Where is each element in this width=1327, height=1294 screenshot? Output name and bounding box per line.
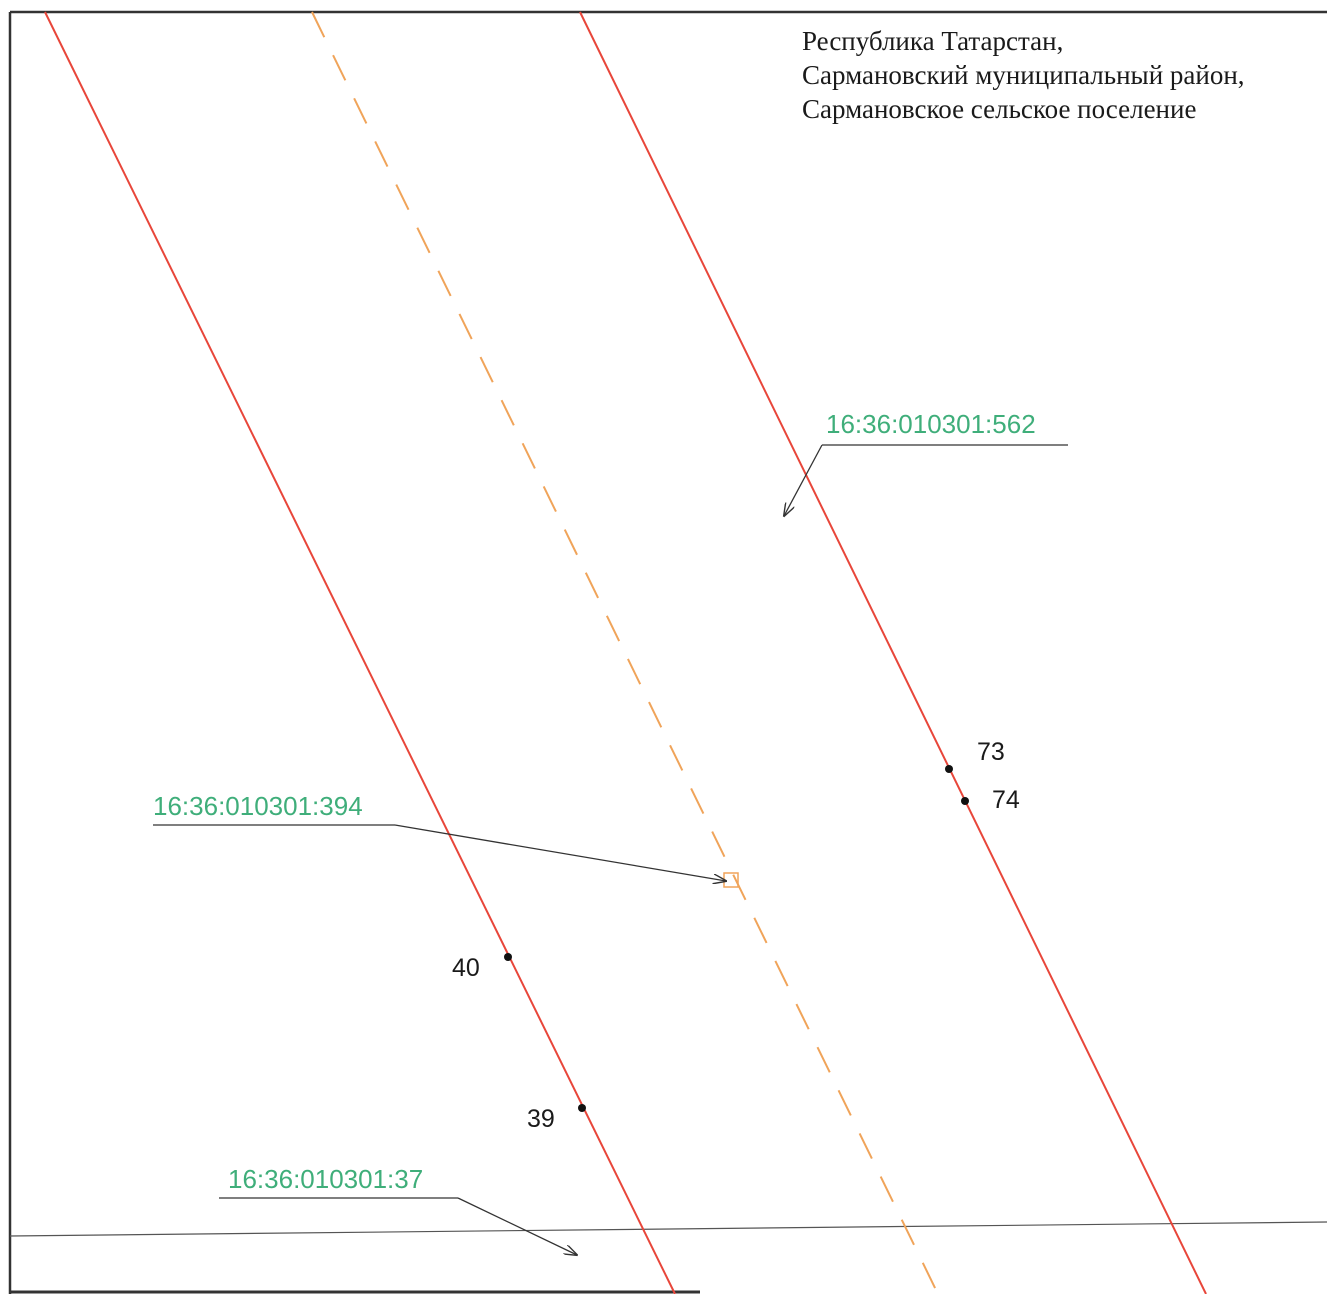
point-label-40: 40 [452, 954, 480, 982]
point-label-73: 73 [977, 738, 1005, 766]
map-frame [8, 10, 1327, 1294]
boundary-point-74 [961, 797, 969, 805]
leader-37 [219, 1197, 577, 1255]
point-label-39: 39 [527, 1105, 555, 1133]
point-label-74: 74 [992, 786, 1020, 814]
boundary-line-left [44, 11, 676, 1294]
address-line-settlement: Сармановское сельское поселение [802, 94, 1197, 124]
parcel-label-562: 16:36:010301:562 [826, 409, 1036, 439]
centerline-dashed [311, 11, 939, 1294]
boundary-line-right [579, 11, 1207, 1294]
address-line-district: Сармановский муниципальный район, [802, 60, 1245, 90]
parcel-label-37: 16:36:010301:37 [228, 1164, 423, 1194]
boundary-point-40 [504, 953, 512, 961]
address-block: Республика Татарстан, Сармановский муниц… [802, 24, 1245, 126]
leader-562 [784, 444, 1068, 516]
address-line-region: Республика Татарстан, [802, 26, 1064, 56]
parcel-label-394: 16:36:010301:394 [153, 791, 363, 821]
boundary-point-39 [578, 1104, 586, 1112]
parcel-boundary-37 [9, 1221, 1327, 1237]
boundary-point-73 [945, 765, 953, 773]
leader-394 [153, 824, 726, 881]
